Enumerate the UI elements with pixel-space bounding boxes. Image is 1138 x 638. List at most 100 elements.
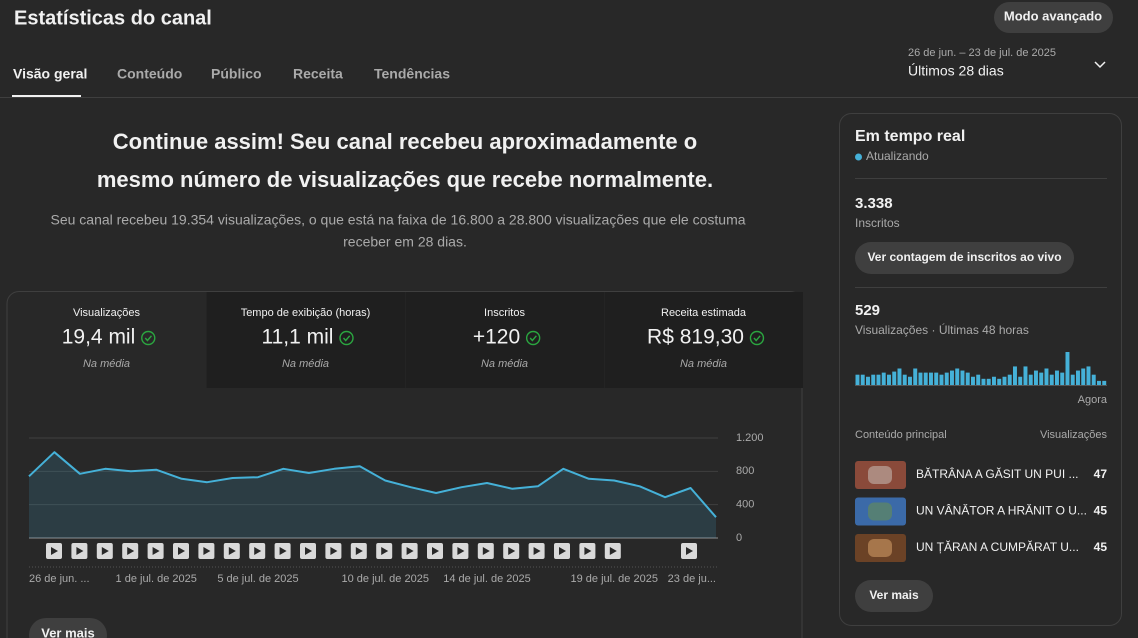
check-icon xyxy=(339,330,354,346)
tab[interactable]: Conteúdo xyxy=(117,66,182,82)
bar xyxy=(1086,366,1091,385)
video-marker-icon xyxy=(482,547,490,555)
bar xyxy=(1055,370,1059,385)
tab[interactable]: Público xyxy=(211,66,262,82)
date-range-dates[interactable]: 26 de jun. – 23 de jul. de 2025 xyxy=(908,47,1056,59)
thumbnail-detail xyxy=(868,502,892,521)
check-icon xyxy=(141,330,156,346)
summary-text: receber em 28 dias. xyxy=(343,234,467,250)
bar xyxy=(1039,372,1044,385)
bar xyxy=(860,374,865,385)
bar xyxy=(1013,366,1017,385)
bar xyxy=(997,378,1002,385)
check-icon xyxy=(342,335,351,342)
video-marker-icon xyxy=(152,547,160,555)
bar xyxy=(929,372,933,385)
video-marker-icon xyxy=(330,547,338,555)
date-range-label[interactable]: Últimos 28 dias xyxy=(908,63,1004,79)
video-marker-icon xyxy=(178,547,185,555)
metric-note: Na média xyxy=(481,358,528,370)
realtime-title: Em tempo real xyxy=(855,128,965,145)
video-marker-icon xyxy=(355,547,363,555)
bar xyxy=(986,378,991,385)
bar xyxy=(950,370,954,385)
top-content-views-header: Visualizações xyxy=(1040,429,1108,441)
video-marker-icon xyxy=(76,547,84,555)
more-button[interactable] xyxy=(29,618,107,638)
x-tick-label: 19 de jul. de 2025 xyxy=(570,573,657,585)
tab[interactable]: Tendências xyxy=(374,66,450,82)
bar xyxy=(881,372,886,385)
bar xyxy=(1097,380,1101,385)
metric-tile-bg xyxy=(206,292,405,388)
video-title[interactable]: BĂTRÂNA A GĂSIT UN PUI ... xyxy=(916,466,1079,481)
bar xyxy=(1049,374,1054,385)
divider xyxy=(855,287,1107,288)
bar xyxy=(1034,370,1038,385)
video-marker-icon xyxy=(533,547,541,555)
x-tick-label: 26 de jun. ... xyxy=(29,573,90,585)
thumbnail-detail xyxy=(868,466,892,484)
check-icon xyxy=(525,330,541,346)
line xyxy=(28,451,717,518)
realtime-card xyxy=(839,113,1122,626)
bar xyxy=(1028,374,1033,385)
y-tick-label: 0 xyxy=(736,532,742,544)
metric-tile-bg xyxy=(604,292,803,388)
video-title[interactable]: UN VÂNĂTOR A HRĂNIT O U... xyxy=(916,503,1087,518)
mode-button-label[interactable]: Modo avançado xyxy=(1004,8,1102,23)
metric-label[interactable]: Receita estimada xyxy=(661,307,747,319)
realtime-views-label: Visualizações · Últimas 48 horas xyxy=(855,322,1029,337)
bar xyxy=(876,374,881,385)
metric-value[interactable]: +120 xyxy=(473,326,520,349)
bar xyxy=(981,378,986,385)
live-count-button[interactable] xyxy=(855,242,1074,274)
metric-note: Na média xyxy=(83,358,130,370)
metric-note: Na média xyxy=(680,358,727,370)
bar xyxy=(992,376,996,385)
headline: mesmo número de visualizações que recebe… xyxy=(97,167,713,192)
video-title[interactable]: UN ȚĂRAN A CUMPĂRAT U... xyxy=(916,539,1079,554)
metric-note: Na média xyxy=(282,358,329,370)
mode-button[interactable] xyxy=(994,2,1113,33)
video-views: 45 xyxy=(1094,540,1108,554)
top-content-list: BĂTRÂNA A GĂSIT UN PUI ... 47 UN VÂNĂTOR A… xyxy=(855,461,1107,562)
bar xyxy=(908,376,912,385)
check-icon xyxy=(144,335,152,342)
realtime-more-button[interactable] xyxy=(855,580,933,612)
video-marker-icon xyxy=(457,547,465,555)
dropdown-chevron[interactable] xyxy=(1094,61,1106,69)
realtime-status: Atualizando xyxy=(866,149,929,163)
x-tick-label: 1 de jul. de 2025 xyxy=(116,573,197,585)
subscriber-count: 3.338 xyxy=(855,195,893,212)
bar xyxy=(939,374,944,385)
metrics-card xyxy=(6,291,803,638)
video-marker-icon xyxy=(203,547,211,555)
bar xyxy=(1007,374,1012,385)
metric-label[interactable]: Tempo de exibição (horas) xyxy=(241,307,371,319)
check-icon xyxy=(749,330,765,346)
tabs: Visão geral Conteúdo Público Receita Tendênc… xyxy=(13,66,450,82)
bar xyxy=(1102,380,1107,385)
metric-label[interactable]: Visualizações xyxy=(73,307,141,319)
metric-label[interactable]: Inscritos xyxy=(484,307,525,319)
tab[interactable]: Visão geral xyxy=(13,66,87,82)
live-count-button-label[interactable]: Ver contagem de inscritos ao vivo xyxy=(867,250,1061,264)
tab[interactable]: Receita xyxy=(293,66,343,82)
bar xyxy=(1081,368,1086,385)
metric-value[interactable]: 11,1 mil xyxy=(262,326,334,349)
bar xyxy=(1076,370,1080,385)
metric-value[interactable]: 19,4 mil xyxy=(62,326,136,349)
bar xyxy=(1023,366,1028,385)
metric-value[interactable]: R$ 819,30 xyxy=(647,326,744,349)
video-marker-icon xyxy=(51,547,58,555)
area xyxy=(29,452,716,538)
bar xyxy=(1091,374,1096,385)
more-button-label[interactable]: Ver mais xyxy=(41,625,95,638)
video-marker-icon xyxy=(584,547,592,555)
bar xyxy=(960,370,965,385)
video-marker-icon xyxy=(228,547,236,555)
check-icon xyxy=(529,335,537,342)
video-marker-icon xyxy=(406,547,414,555)
realtime-more-button-label[interactable]: Ver mais xyxy=(869,588,919,602)
